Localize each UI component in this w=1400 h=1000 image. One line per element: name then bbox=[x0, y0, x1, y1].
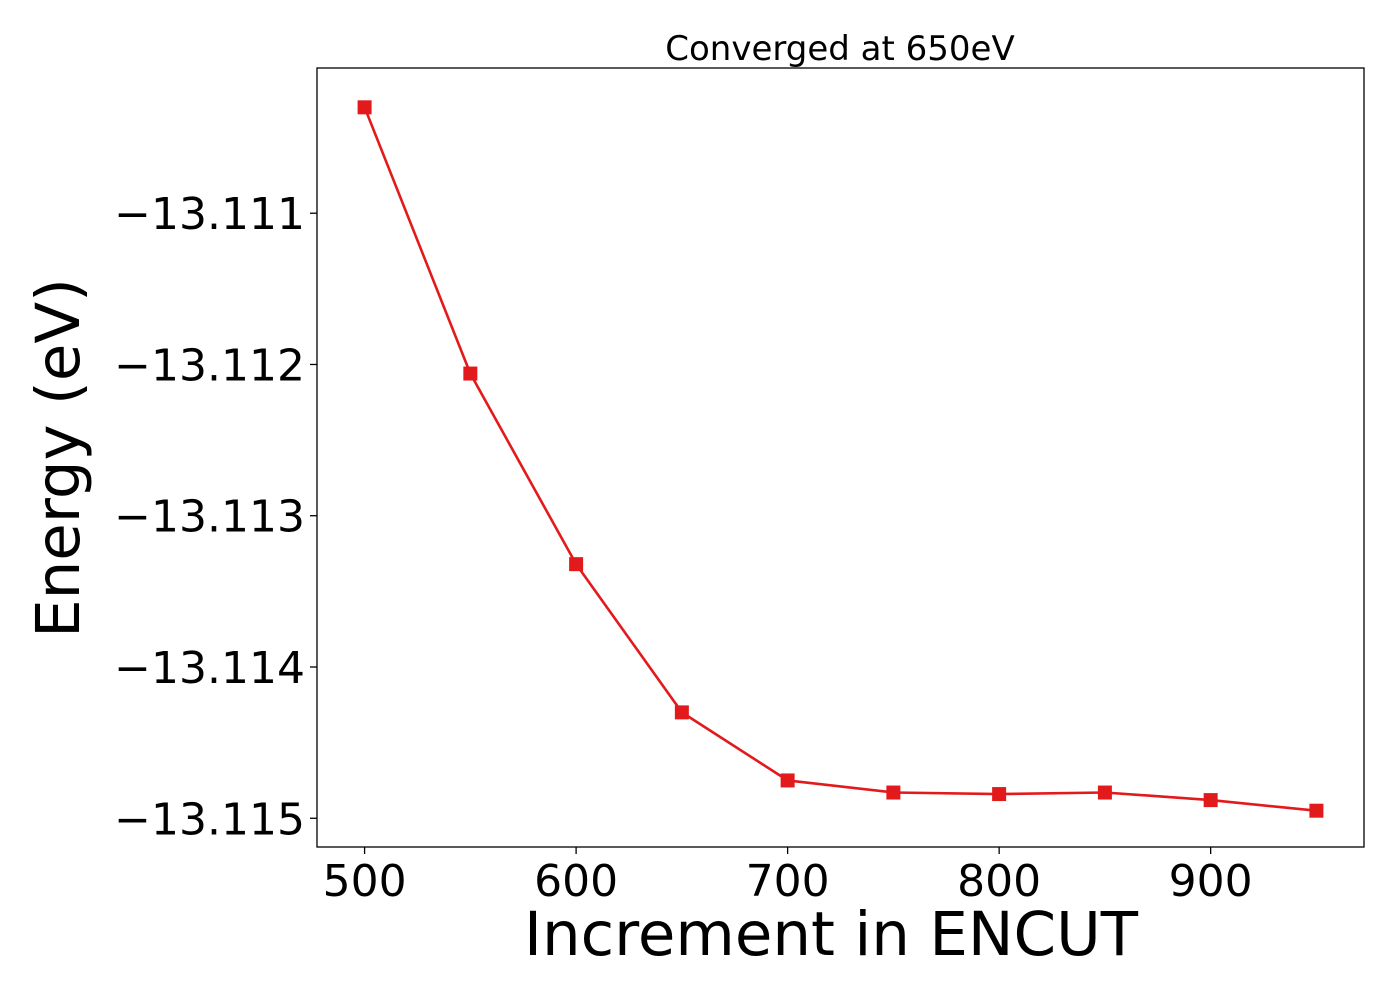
data-point-marker bbox=[886, 785, 901, 800]
data-point-marker bbox=[357, 100, 372, 115]
y-tick-label: −13.114 bbox=[114, 643, 305, 694]
x-axis: 500 600 700 800 900 bbox=[323, 847, 1253, 907]
chart-title: Converged at 650eV bbox=[665, 29, 1014, 69]
y-tick-label: −13.111 bbox=[114, 189, 305, 240]
x-tick-label: 500 bbox=[323, 856, 407, 907]
y-axis-label: Energy (eV) bbox=[23, 278, 94, 638]
y-axis: −13.111 −13.112 −13.113 −13.114 −13.115 bbox=[114, 189, 317, 845]
data-point-marker bbox=[780, 773, 795, 788]
data-point-marker bbox=[992, 787, 1007, 802]
x-tick-label: 900 bbox=[1169, 856, 1253, 907]
data-point-marker bbox=[463, 366, 478, 381]
series-line bbox=[363, 106, 1317, 812]
plot-area-frame bbox=[316, 67, 1365, 848]
data-point-marker bbox=[674, 705, 689, 720]
x-tick-label: 700 bbox=[746, 856, 830, 907]
y-tick-label: −13.113 bbox=[114, 492, 305, 543]
data-point-marker bbox=[1097, 785, 1112, 800]
x-axis-label: Increment in ENCUT bbox=[524, 899, 1139, 970]
y-tick-label: −13.112 bbox=[114, 340, 305, 391]
data-point-marker bbox=[569, 557, 584, 572]
x-tick-label: 600 bbox=[534, 856, 618, 907]
data-point-marker bbox=[1309, 803, 1324, 818]
y-tick-label: −13.115 bbox=[114, 794, 305, 845]
x-tick-label: 800 bbox=[957, 856, 1041, 907]
series-layer bbox=[357, 100, 1324, 818]
data-point-marker bbox=[1203, 793, 1218, 808]
